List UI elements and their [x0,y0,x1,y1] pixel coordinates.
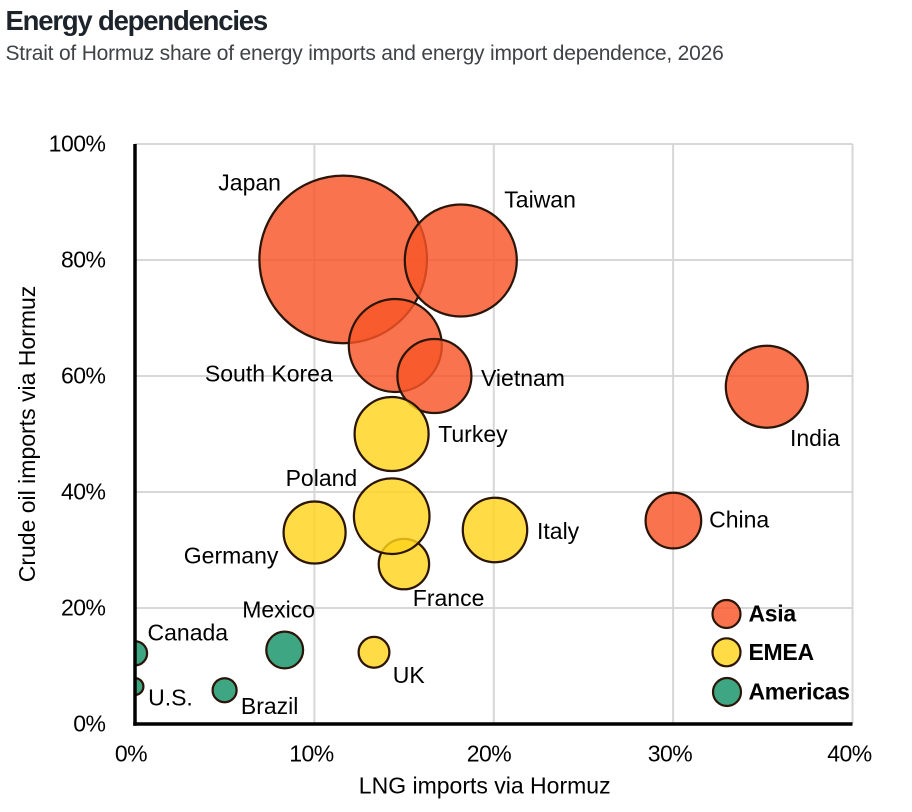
svg-text:0%: 0% [115,741,147,767]
svg-text:Asia: Asia [749,601,797,627]
svg-text:Turkey: Turkey [438,421,508,447]
svg-text:South Korea: South Korea [205,360,333,386]
svg-text:Vietnam: Vietnam [481,365,565,391]
svg-text:10%: 10% [289,741,334,767]
svg-text:40%: 40% [61,479,106,505]
svg-text:Crude oil imports via Hormuz: Crude oil imports via Hormuz [14,286,40,583]
svg-text:Taiwan: Taiwan [504,186,576,212]
svg-text:Poland: Poland [286,465,358,491]
svg-text:20%: 20% [467,741,512,767]
svg-text:Japan: Japan [218,169,281,195]
svg-text:Brazil: Brazil [241,693,299,719]
svg-text:LNG imports via Hormuz: LNG imports via Hormuz [359,773,611,799]
svg-text:60%: 60% [61,363,106,389]
svg-text:100%: 100% [49,131,106,157]
svg-text:Mexico: Mexico [242,596,315,622]
svg-text:40%: 40% [827,741,872,767]
svg-text:Germany: Germany [184,542,279,568]
svg-text:China: China [709,506,769,532]
svg-text:U.S.: U.S. [148,685,193,711]
svg-text:Canada: Canada [148,619,229,645]
svg-text:Strait of Hormuz share of ener: Strait of Hormuz share of energy imports… [6,42,724,65]
svg-text:0%: 0% [73,711,105,737]
svg-text:India: India [790,425,840,451]
svg-text:80%: 80% [61,247,106,273]
svg-text:20%: 20% [61,595,106,621]
svg-text:EMEA: EMEA [749,639,814,665]
svg-text:France: France [413,585,485,611]
svg-text:UK: UK [393,662,426,688]
svg-text:30%: 30% [648,741,693,767]
svg-text:Italy: Italy [537,518,580,544]
svg-text:Energy dependencies: Energy dependencies [6,5,268,36]
svg-text:Americas: Americas [749,679,850,705]
